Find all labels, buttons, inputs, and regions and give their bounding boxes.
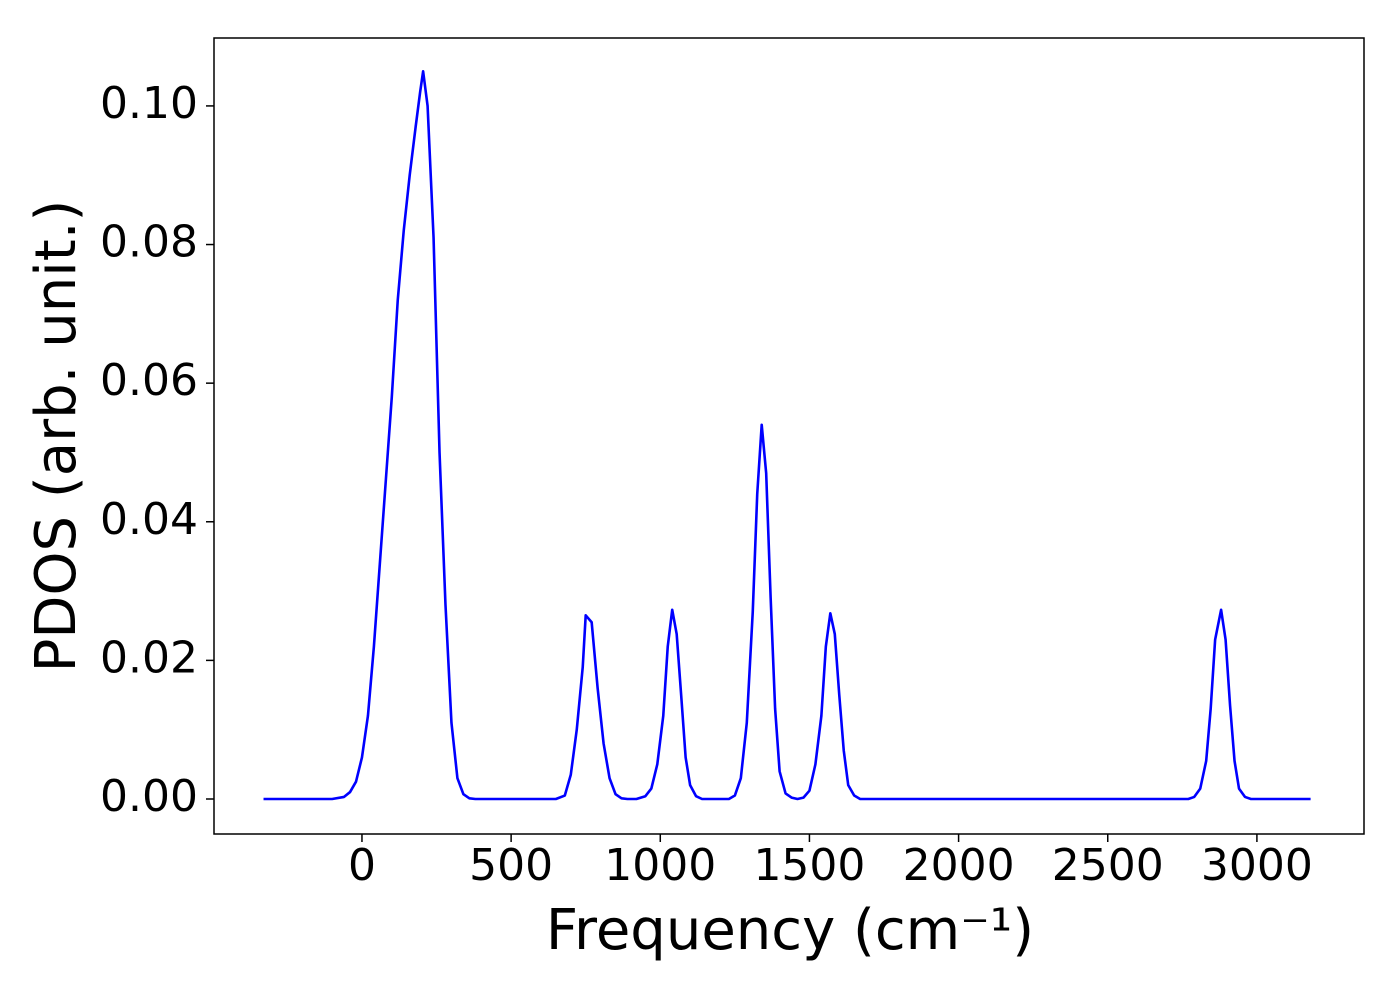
y-tick-label: 0.02 <box>100 632 198 683</box>
x-tick-label: 0 <box>348 840 376 891</box>
x-tick-label: 3000 <box>1201 840 1313 891</box>
y-tick-label: 0.00 <box>100 771 198 822</box>
x-tick-label: 1000 <box>604 840 716 891</box>
y-axis-label: PDOS (arb. unit.) <box>24 200 89 673</box>
data-line <box>263 69 1311 801</box>
y-tick-label: 0.04 <box>100 494 198 545</box>
y-tick-label: 0.06 <box>100 355 198 406</box>
x-tick-label: 1500 <box>753 840 865 891</box>
x-tick-label: 500 <box>469 840 553 891</box>
x-axis-label: Frequency (cm⁻¹) <box>546 898 1034 963</box>
x-tick-label: 2000 <box>903 840 1015 891</box>
y-tick-label: 0.08 <box>100 217 198 268</box>
x-tick-label: 2500 <box>1052 840 1164 891</box>
plot-frame <box>213 37 1365 835</box>
y-tick-label: 0.10 <box>100 78 198 129</box>
